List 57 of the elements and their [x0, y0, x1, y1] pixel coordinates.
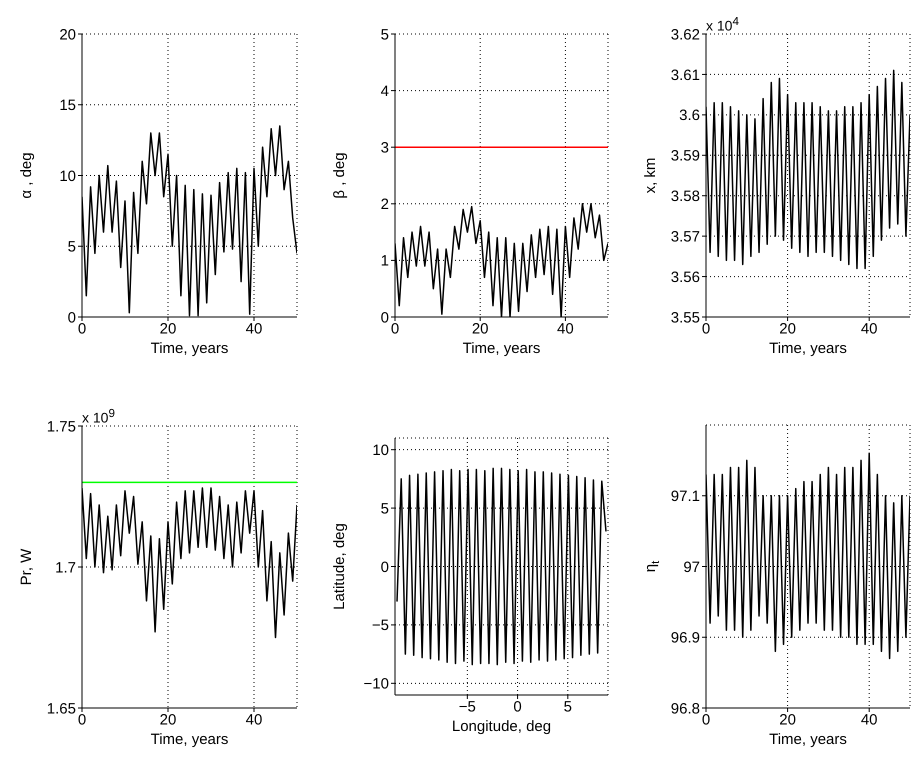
y-axis-title: β , deg: [330, 152, 348, 199]
y-tick-label: −5: [372, 617, 389, 634]
x-axis-title: Time, years: [150, 340, 228, 357]
y-tick-label: 10: [59, 168, 76, 185]
y-tick-label: 10: [372, 442, 389, 460]
y-tick-label: 1: [380, 252, 389, 270]
y-tick-label: 1.75: [46, 418, 76, 436]
x-tick-label: 0: [513, 698, 522, 716]
y-tick-label: 0: [68, 309, 76, 326]
x-tick-label: 40: [860, 320, 878, 338]
x-tick-label: 40: [246, 712, 262, 729]
y-tick-label: 3.61: [670, 66, 700, 84]
x-tick-label: 40: [860, 712, 878, 729]
y-tick-label: 96.9: [670, 630, 700, 647]
y-tick-label: 1.7: [55, 559, 76, 576]
y-tick-label: −10: [364, 676, 389, 693]
x-tick-label: 20: [160, 712, 176, 729]
x-tick-label: 20: [472, 320, 489, 338]
y-tick-label: 97.1: [670, 488, 700, 506]
y-tick-label: 3.6: [679, 107, 700, 124]
x-axis-title: Time, years: [769, 731, 847, 748]
x-axis-title: Time, years: [150, 731, 228, 748]
y-axis-title: x, km: [642, 158, 658, 194]
x-tick-label: 20: [779, 712, 796, 729]
y-tick-label: 3.58: [670, 188, 700, 206]
y-axis-title: Pr, W: [18, 548, 34, 586]
y-tick-label: 0: [380, 309, 389, 326]
x-tick-label: 40: [246, 320, 262, 338]
x-tick-label: 20: [779, 320, 796, 338]
y-tick-label: 5: [68, 238, 76, 256]
x-axis-title: Time, years: [462, 340, 540, 357]
y-tick-label: 3.56: [670, 268, 700, 286]
x-axis-title: Longitude, deg: [452, 718, 552, 735]
y-tick-label: 1.65: [46, 700, 76, 718]
y-tick-label: 3.55: [670, 309, 700, 326]
y-tick-label: 3.59: [670, 148, 700, 165]
y-tick-label: 15: [59, 97, 76, 114]
y-axis-title: Latitude, deg: [330, 523, 348, 610]
x-axis-title: Time, years: [769, 340, 847, 357]
y-tick-label: 20: [59, 26, 76, 44]
text: x 10$^{4}$: [706, 14, 739, 34]
y-tick-label: 2: [380, 196, 389, 214]
y-tick-label: 5: [380, 26, 389, 44]
y-tick-label: 5: [380, 500, 389, 518]
x-tick-label: 20: [160, 320, 176, 338]
y-tick-label: 4: [380, 82, 389, 100]
x-tick-label: −5: [458, 698, 476, 716]
text: x 10$^{9}$: [82, 406, 115, 426]
y-tick-label: 3.57: [670, 228, 700, 246]
x-tick-label: 40: [557, 320, 574, 338]
y-tick-label: 3.62: [670, 26, 700, 44]
y-axis-title: α , deg: [18, 152, 34, 199]
y-tick-label: 3: [380, 140, 389, 157]
y-tick-label: 97: [683, 558, 700, 576]
y-tick-label: 0: [380, 558, 389, 576]
x-tick-label: 5: [564, 698, 572, 716]
y-tick-label: 96.8: [670, 700, 700, 718]
